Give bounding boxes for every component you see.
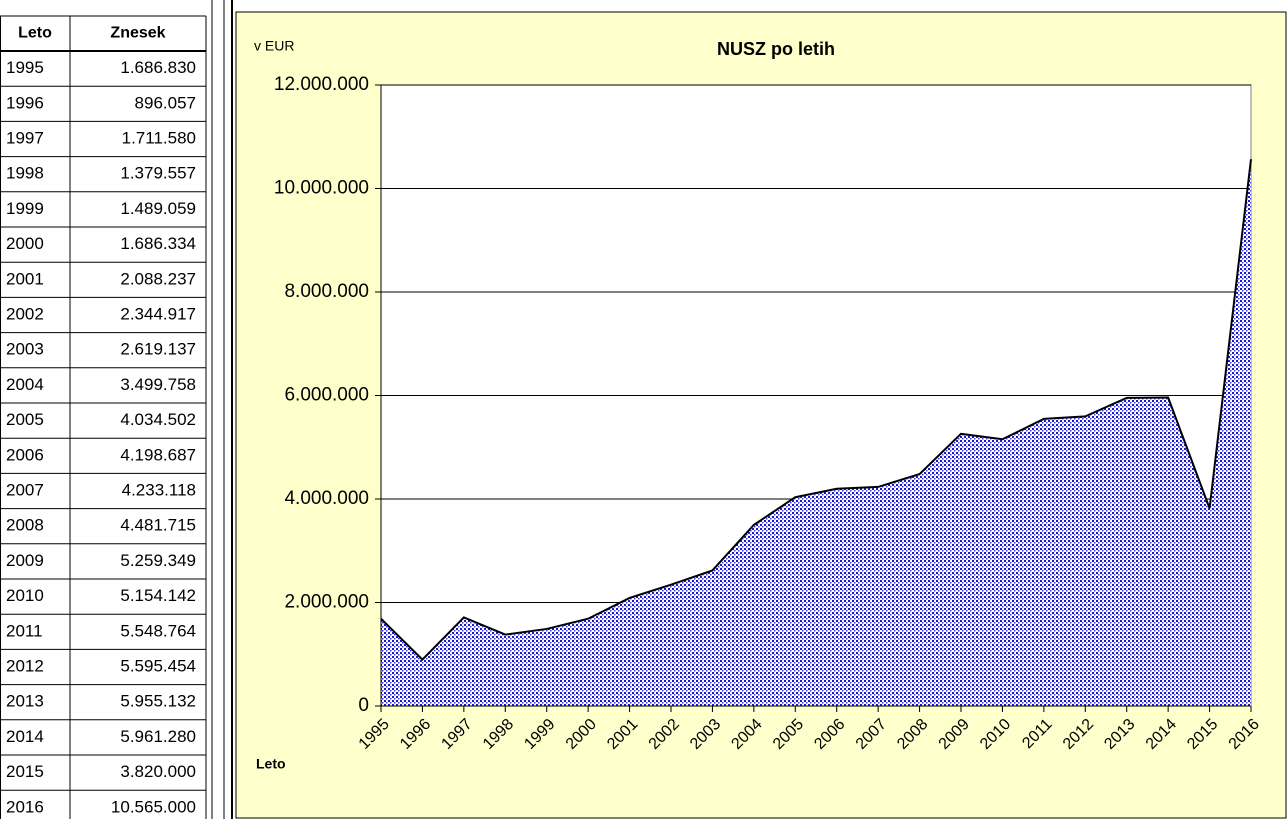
- year-cell: 2004: [6, 375, 44, 394]
- amount-cell: 5.548.764: [120, 621, 196, 640]
- amount-cell: 2.344.917: [120, 304, 196, 323]
- year-cell: 2003: [6, 340, 44, 359]
- amount-cell: 1.686.334: [120, 234, 196, 253]
- header-cell: Leto: [18, 25, 52, 42]
- year-cell: 2016: [6, 797, 44, 816]
- amount-cell: 1.379.557: [120, 164, 196, 183]
- year-cell: 2002: [6, 304, 44, 323]
- area: [381, 159, 1251, 707]
- year-cell: 2014: [6, 727, 44, 746]
- amount-cell: 1.686.830: [120, 58, 196, 77]
- amount-cell: 4.034.502: [120, 410, 196, 429]
- year-cell: 2011: [6, 621, 43, 640]
- y-tick-label: 8.000.000: [284, 281, 369, 302]
- amount-cell: 3.499.758: [120, 375, 196, 394]
- chart-title: NUSZ po letih: [717, 39, 835, 59]
- y-tick-label: 4.000.000: [284, 488, 369, 509]
- year-cell: 2006: [6, 445, 44, 464]
- year-cell: 2010: [6, 586, 44, 605]
- y-tick-label: 12.000.000: [274, 74, 369, 95]
- header-cell: Znesek: [110, 25, 165, 42]
- amount-cell: 4.481.715: [120, 516, 196, 535]
- year-cell: 2012: [6, 656, 44, 675]
- y-tick-label: 10.000.000: [274, 178, 369, 199]
- amount-cell: 3.820.000: [120, 762, 196, 781]
- year-cell: 2009: [6, 551, 44, 570]
- data-table: Leto Znesek 1995 1.686.830 1996 896.057 1997 1.…: [0, 15, 207, 819]
- amount-cell: 5.961.280: [120, 727, 196, 746]
- year-cell: 2015: [6, 762, 44, 781]
- amount-cell: 1.711.580: [122, 128, 196, 147]
- x-axis-label: Leto: [256, 756, 286, 772]
- year-cell: 1998: [6, 164, 44, 183]
- amount-cell: 10.565.000: [111, 797, 196, 816]
- amount-cell: 2.619.137: [120, 340, 196, 359]
- amount-cell: 5.955.132: [120, 692, 196, 711]
- amount-cell: 5.154.142: [120, 586, 196, 605]
- amount-cell: 5.595.454: [120, 656, 196, 675]
- year-cell: 2008: [6, 516, 44, 535]
- amount-cell: 2.088.237: [120, 269, 196, 288]
- amount-cell: 1.489.059: [120, 199, 196, 218]
- y-tick-label: 0: [358, 695, 369, 716]
- year-cell: 2013: [6, 692, 44, 711]
- amount-cell: 896.057: [135, 93, 196, 112]
- amount-cell: 4.198.687: [120, 445, 196, 464]
- year-cell: 1997: [6, 128, 44, 147]
- year-cell: 2007: [6, 480, 44, 499]
- line: [380, 159, 1252, 662]
- year-cell: 1995: [6, 58, 44, 77]
- y-axis-label: v EUR: [254, 38, 294, 54]
- amount-cell: 5.259.349: [120, 551, 196, 570]
- year-cell: 2001: [6, 269, 44, 288]
- year-cell: 2005: [6, 410, 44, 429]
- amount-cell: 4.233.118: [122, 480, 196, 499]
- y-tick-label: 2.000.000: [284, 592, 369, 613]
- y-tick-label: 6.000.000: [284, 385, 369, 406]
- year-cell: 1996: [6, 93, 44, 112]
- year-cell: 1999: [6, 199, 44, 218]
- year-cell: 2000: [6, 234, 44, 253]
